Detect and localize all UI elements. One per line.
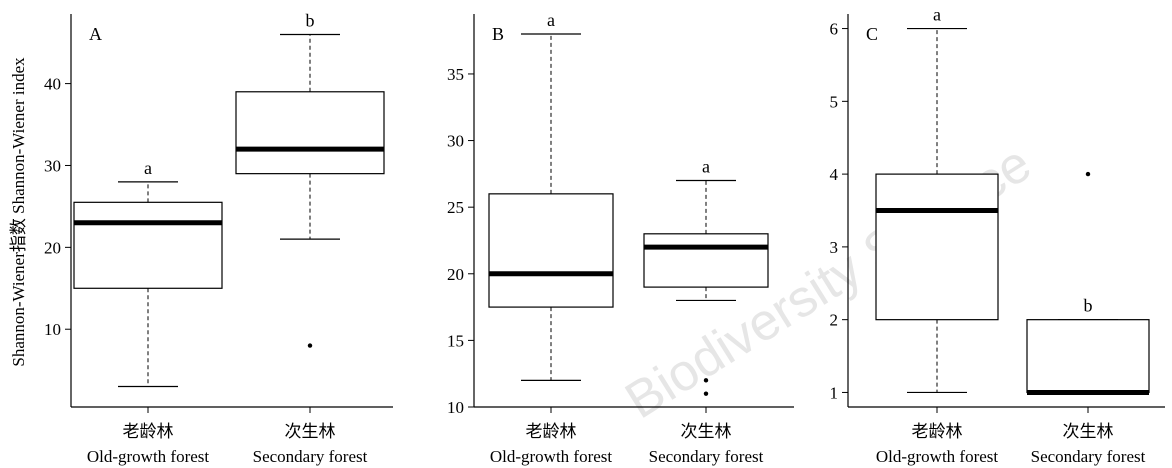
significance-letter: a bbox=[547, 10, 555, 30]
panel-letter: A bbox=[89, 24, 102, 44]
category-label-cn: 次生林 bbox=[681, 422, 732, 441]
iqr-box bbox=[1026, 319, 1150, 394]
iqr-box bbox=[875, 173, 999, 321]
y-tick-label: 30 bbox=[447, 132, 464, 151]
box-2: b bbox=[1026, 171, 1150, 395]
y-tick-label: 4 bbox=[830, 165, 839, 184]
y-tick-label: 15 bbox=[447, 331, 464, 350]
category-label-en: Old-growth forest bbox=[87, 447, 210, 466]
panel-letter: B bbox=[492, 24, 504, 44]
category-label-en: Old-growth forest bbox=[876, 447, 999, 466]
category-label-en: Secondary forest bbox=[1031, 447, 1146, 466]
box-2: b bbox=[235, 10, 385, 348]
box-2: a bbox=[643, 157, 769, 396]
significance-letter: b bbox=[306, 10, 315, 30]
outlier-point bbox=[703, 378, 709, 383]
iqr-box bbox=[235, 91, 385, 175]
box-1: a bbox=[488, 10, 614, 381]
category-label-cn: 老龄林 bbox=[526, 422, 577, 441]
y-axis-label: Shannon-Wiener指数 Shannon-Wiener index bbox=[9, 57, 28, 367]
y-tick-label: 20 bbox=[447, 265, 464, 284]
category-label-cn: 次生林 bbox=[285, 422, 336, 441]
y-tick-label: 10 bbox=[44, 320, 61, 339]
category-label-cn: 老龄林 bbox=[912, 422, 963, 441]
y-tick-label: 5 bbox=[830, 92, 839, 111]
y-tick-label: 30 bbox=[44, 156, 61, 175]
category-label-en: Old-growth forest bbox=[490, 447, 613, 466]
y-tick-label: 25 bbox=[447, 198, 464, 217]
panel-letter: C bbox=[866, 24, 878, 44]
significance-letter: a bbox=[933, 5, 941, 25]
iqr-box bbox=[488, 193, 614, 308]
y-tick-label: 3 bbox=[830, 238, 839, 257]
significance-letter: a bbox=[702, 157, 710, 177]
box-1: a bbox=[73, 158, 223, 388]
category-label-cn: 老龄林 bbox=[123, 422, 174, 441]
y-tick-label: 6 bbox=[830, 20, 839, 39]
panel-a: 10 20 30 40 Aa 老龄林 Old-growth forest b 次生林 Second… bbox=[44, 10, 393, 466]
significance-letter: b bbox=[1084, 296, 1093, 316]
category-label-en: Secondary forest bbox=[253, 447, 368, 466]
panel-c: 1 2 3 4 5 6 Ca 老龄林 Old-growth forest b 次生林 Secondar… bbox=[830, 5, 1165, 466]
y-tick-label: 2 bbox=[830, 311, 839, 330]
y-tick-label: 20 bbox=[44, 238, 61, 257]
panel-b: 10 15 20 25 30 35 Ba 老龄林 Old-growth forest a 次生林 Se… bbox=[447, 10, 794, 466]
y-tick-label: 35 bbox=[447, 65, 464, 84]
y-tick-label: 1 bbox=[830, 383, 839, 402]
iqr-box bbox=[643, 233, 769, 288]
category-label-en: Secondary forest bbox=[649, 447, 764, 466]
outlier-point bbox=[1085, 171, 1091, 177]
significance-letter: a bbox=[144, 158, 152, 178]
y-tick-label: 10 bbox=[447, 398, 464, 417]
category-label-cn: 次生林 bbox=[1063, 422, 1114, 441]
box-1: a bbox=[875, 5, 999, 394]
outlier-point bbox=[703, 391, 709, 396]
outlier-point bbox=[307, 343, 313, 348]
iqr-box bbox=[73, 201, 223, 289]
y-tick-label: 40 bbox=[44, 75, 61, 94]
panels: 10 20 30 40 Aa 老龄林 Old-growth forest b 次生林 Second… bbox=[44, 5, 1165, 466]
